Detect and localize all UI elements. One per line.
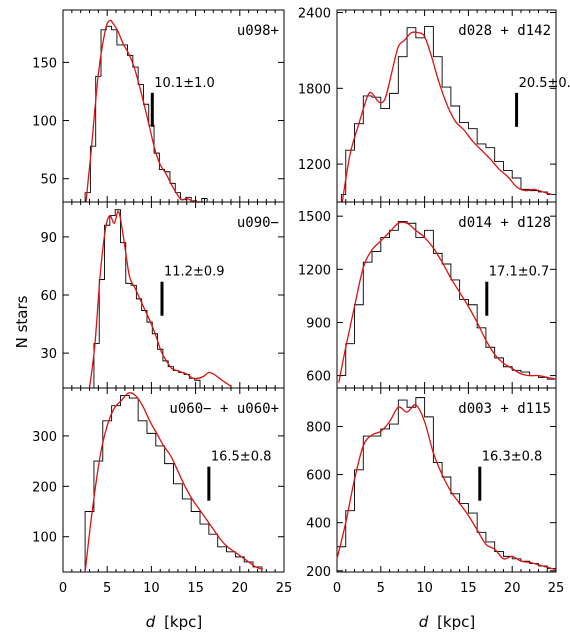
fit-curve <box>88 210 232 389</box>
panel-1: 50 100 150 10.1±1.0 u098+ <box>32 9 285 203</box>
x-tick-label: 20 <box>232 581 249 596</box>
y-tick-label: 30 <box>40 347 57 362</box>
fit-curve <box>341 31 552 203</box>
histogram <box>340 25 557 202</box>
x-tick-label: 5 <box>377 581 385 596</box>
x-tick-label: 15 <box>460 581 477 596</box>
panel-3: 30 60 90 11.2±0.9 u090− <box>40 201 285 389</box>
x-tick-label: 20 <box>504 581 521 596</box>
y-tick-label: 900 <box>306 316 331 331</box>
panel-label: d014 + d128 <box>458 215 551 231</box>
x-tick-label: 10 <box>416 581 433 596</box>
distance-label: 17.1±0.7 <box>489 265 550 280</box>
y-tick-label: 100 <box>32 531 57 546</box>
fit-curve <box>85 19 203 203</box>
distance-label: 16.5±0.8 <box>211 450 272 465</box>
y-tick-label: 200 <box>306 565 331 580</box>
y-tick-label: 1800 <box>298 82 331 97</box>
y-tick-label: 1200 <box>298 263 331 278</box>
y-tick-label: 200 <box>32 480 57 495</box>
y-tick-label: 600 <box>306 370 331 385</box>
x-tick-label: 5 <box>103 581 111 596</box>
histogram <box>336 397 557 572</box>
y-tick-label: 150 <box>32 56 57 71</box>
panel-label: u098+ <box>237 23 279 39</box>
y-tick-label: 800 <box>306 420 331 435</box>
x-tick-label: 0 <box>333 581 341 596</box>
x-tick-label: 25 <box>548 581 565 596</box>
fit-curve <box>336 404 557 571</box>
histogram <box>84 395 263 572</box>
x-axis-title-right-unit: [kpc] <box>437 613 475 631</box>
y-tick-label: 60 <box>40 289 57 304</box>
panel-label: d028 + d142 <box>458 23 551 39</box>
y-tick-label: 300 <box>32 430 57 445</box>
x-axis-title-right-symbol: d <box>419 613 429 631</box>
histogram <box>84 25 208 203</box>
x-axis-title-left-unit: [kpc] <box>164 613 202 631</box>
panel-4: 600 900 1200 1500 17.1±0.7 d014 + d128 <box>298 201 557 389</box>
x-tick-label: 10 <box>143 581 160 596</box>
panel-label: u060− + u060+ <box>169 401 279 417</box>
y-tick-label: 1200 <box>298 158 331 173</box>
distance-label: 20.5±0.9 <box>519 76 570 91</box>
panels-group: 5010015010.1±1.0u098+12001800240020.5±0.… <box>32 7 570 596</box>
panel-6: 0 5 10 15 20 25 200 400 600 800 16.3±0.8 d003 + d11… <box>306 387 565 596</box>
panel-frame <box>62 387 285 573</box>
panel-frame <box>336 387 557 573</box>
fit-curve <box>338 221 557 383</box>
y-tick-label: 2400 <box>298 7 331 22</box>
panel-2: 1200 1800 2400 20.5±0.9 d028 + d142 <box>298 7 570 203</box>
histogram <box>336 221 557 388</box>
x-axis-title-left-symbol: d <box>146 613 156 631</box>
distance-label: 10.1±1.0 <box>154 76 215 91</box>
histogram <box>93 209 201 388</box>
x-axis-title-left: d [kpc] <box>146 613 202 631</box>
fit-curve <box>84 392 264 573</box>
y-tick-label: 600 <box>306 469 331 484</box>
y-axis-title: N stars <box>13 295 31 348</box>
x-tick-label: 15 <box>187 581 204 596</box>
y-tick-label: 100 <box>32 115 57 130</box>
x-axis-title-right: d [kpc] <box>419 613 475 631</box>
distance-label: 11.2±0.9 <box>164 265 225 280</box>
panel-label: u090− <box>237 215 279 231</box>
y-tick-label: 50 <box>40 173 57 188</box>
x-tick-label: 25 <box>276 581 293 596</box>
panel-label: d003 + d115 <box>458 401 551 417</box>
y-tick-label: 90 <box>40 231 57 246</box>
x-tick-label: 0 <box>59 581 67 596</box>
y-tick-label: 400 <box>306 517 331 532</box>
panel-5: 0 5 10 15 20 25 100 200 300 16.5±0.8 u060− + u060+ <box>32 387 293 596</box>
distance-label: 16.3±0.8 <box>482 450 543 465</box>
y-tick-label: 1500 <box>298 210 331 225</box>
